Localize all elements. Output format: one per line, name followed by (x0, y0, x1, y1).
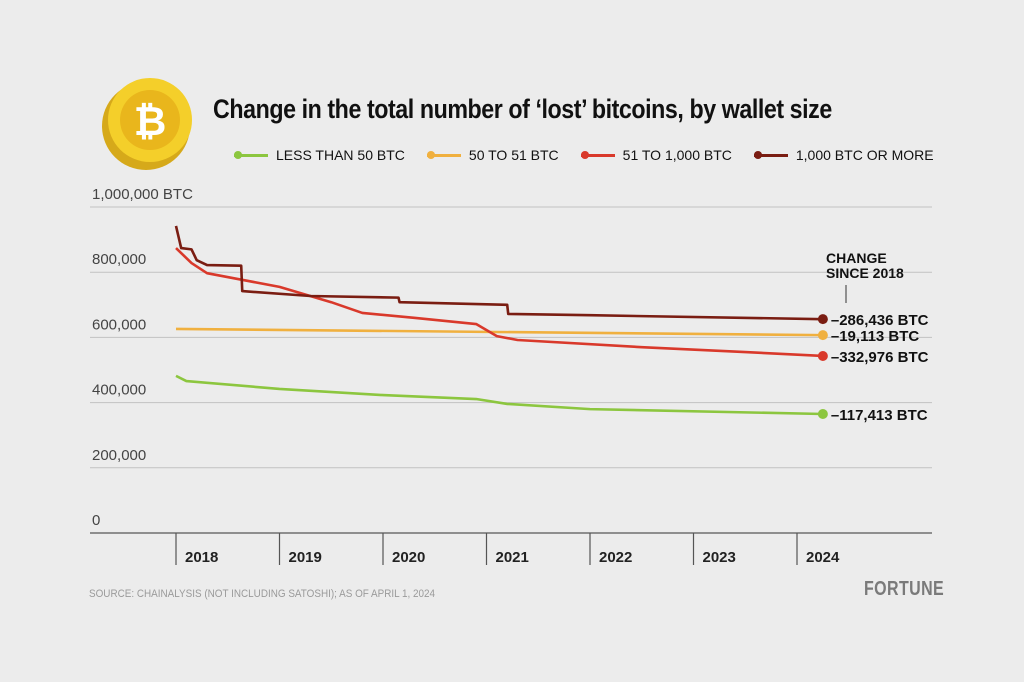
legend-item: 50 TO 51 BTC (426, 147, 559, 163)
series-end-point (817, 314, 828, 325)
series-end-label: –286,436 BTC (831, 312, 929, 329)
x-tick-label: 2019 (289, 549, 322, 566)
legend-label: 1,000 BTC OR MORE (795, 147, 934, 163)
x-tick-label: 2023 (703, 549, 736, 566)
legend-swatch (426, 150, 461, 159)
series-line (175, 327, 823, 337)
legend-label: LESS THAN 50 BTC (276, 147, 405, 163)
y-tick-label: 0 (92, 512, 100, 529)
series-line (174, 225, 823, 321)
x-tick-label: 2020 (392, 549, 425, 566)
series-end-label: –332,976 BTC (831, 349, 929, 366)
legend-item: 51 TO 1,000 BTC (580, 147, 732, 163)
annotation-title: CHANGE (826, 250, 887, 266)
y-tick-label: 1,000,000 BTC (92, 186, 193, 203)
y-tick-label: 800,000 (92, 251, 146, 268)
chart-title: Change in the total number of ‘lost’ bit… (213, 94, 832, 124)
legend-swatch (753, 150, 788, 159)
source-note: SOURCE: CHAINALYSIS (NOT INCLUDING SATOS… (89, 588, 436, 600)
annotation-title: SINCE 2018 (826, 265, 904, 281)
series-line (175, 374, 823, 416)
legend-swatch (234, 150, 268, 159)
bitcoin-coin-icon: ₿ (102, 78, 192, 170)
legend-label: 50 TO 51 BTC (468, 147, 559, 163)
x-tick-label: 2024 (806, 549, 840, 566)
series-line (175, 247, 823, 358)
x-tick-label: 2021 (496, 549, 529, 566)
series-end-point (817, 330, 828, 341)
series-end-label: –117,413 BTC (831, 407, 928, 424)
legend-item: LESS THAN 50 BTC (234, 147, 405, 163)
legend: LESS THAN 50 BTC 50 TO 51 BTC 51 TO 1,000 … (234, 147, 956, 163)
fortune-logo: FORTUNE (864, 578, 945, 600)
x-tick-label: 2018 (185, 549, 218, 566)
legend-label: 51 TO 1,000 BTC (622, 147, 732, 163)
legend-item: 1,000 BTC OR MORE (753, 147, 934, 163)
series-end-point (817, 350, 828, 361)
y-tick-label: 400,000 (92, 382, 146, 399)
series-end-point (817, 409, 828, 420)
y-tick-label: 600,000 (92, 316, 146, 333)
x-tick-label: 2022 (599, 549, 632, 566)
legend-swatch (580, 150, 615, 159)
svg-text:₿: ₿ (134, 100, 167, 144)
y-tick-label: 200,000 (92, 447, 146, 464)
series-end-label: –19,113 BTC (831, 328, 920, 345)
